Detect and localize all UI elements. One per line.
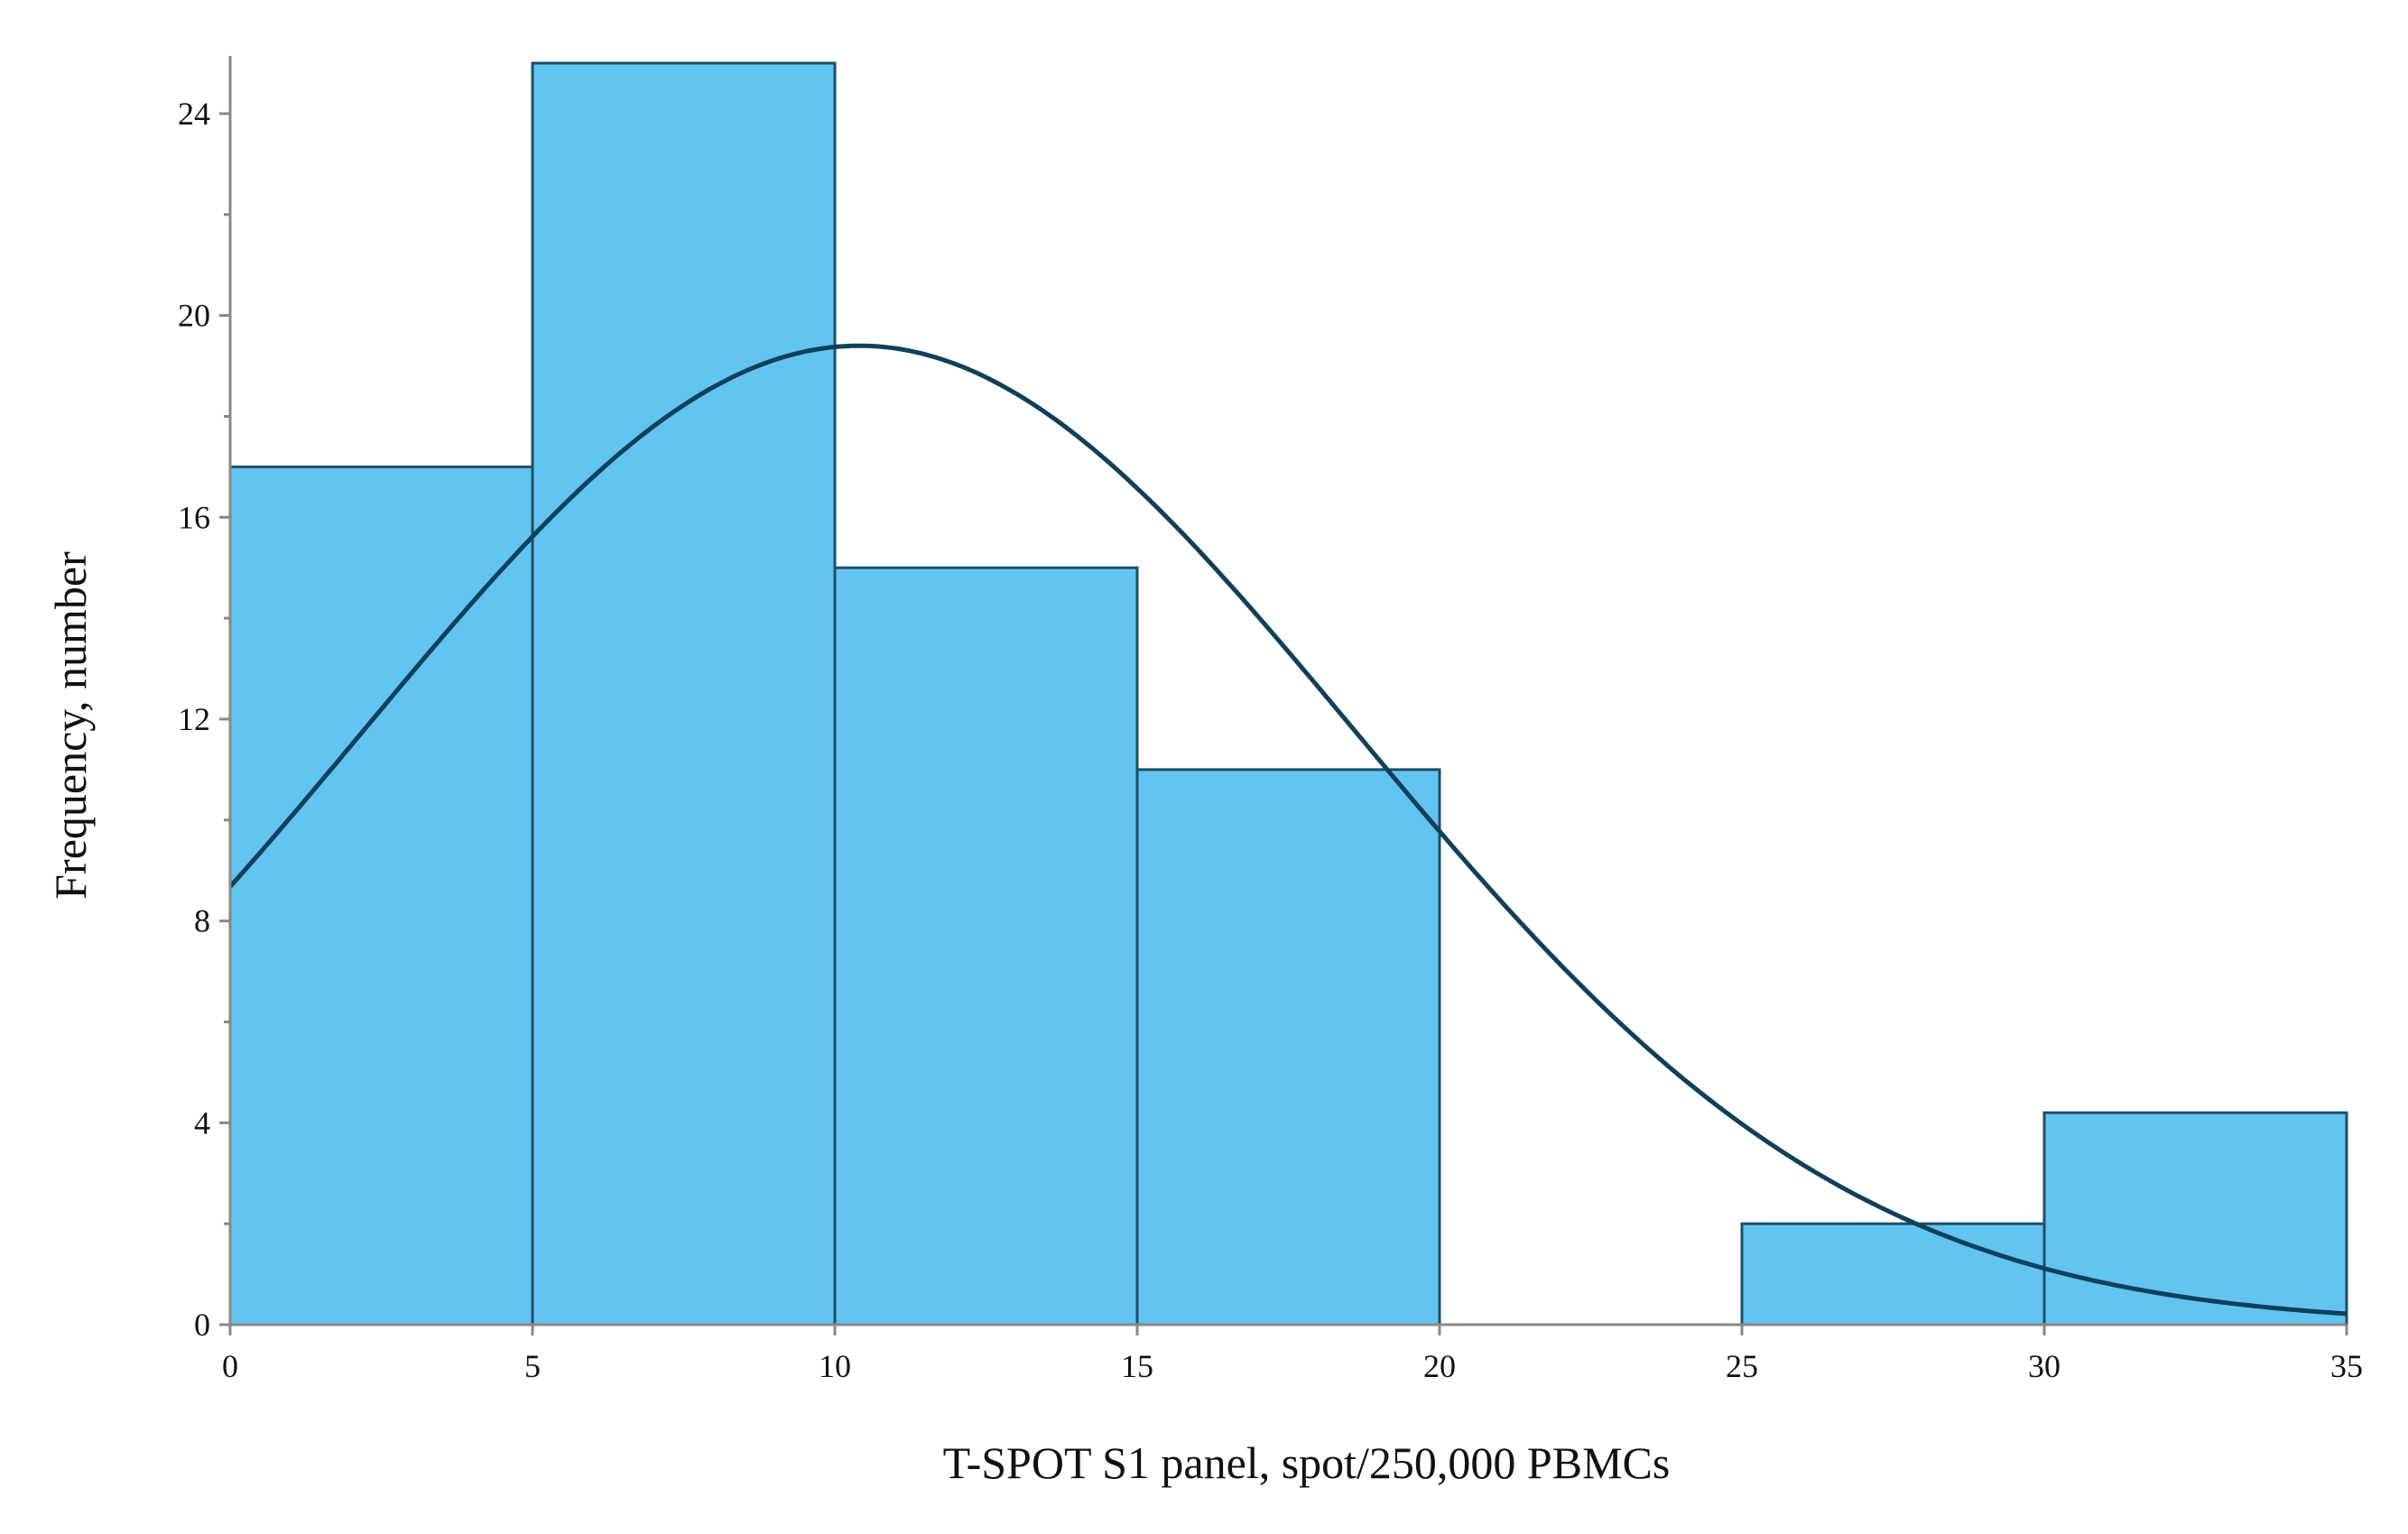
histogram-bar-15-20: [1135, 768, 1441, 1326]
x-tick-label: 30: [2028, 1348, 2061, 1384]
x-tick-label: 10: [819, 1348, 851, 1384]
x-axis-title: T-SPOT S1 panel, spot/250,000 PBMCs: [943, 1437, 1671, 1488]
y-axis-ticks: 0 4 8 12 16 20 24: [178, 96, 230, 1343]
x-tick-label: 35: [2330, 1348, 2363, 1384]
y-tick-label: 16: [178, 499, 210, 535]
x-tick-label: 5: [524, 1348, 541, 1384]
x-tick-label: 0: [222, 1348, 238, 1384]
histogram-bar-10-15: [833, 566, 1139, 1326]
y-axis-title: Frequency, number: [45, 551, 96, 900]
y-tick-label: 24: [178, 96, 210, 132]
y-tick-label: 20: [178, 298, 210, 334]
x-tick-label: 25: [1726, 1348, 1758, 1384]
y-tick-label: 0: [194, 1307, 210, 1343]
x-tick-label: 15: [1121, 1348, 1153, 1384]
y-tick-label: 8: [194, 903, 210, 939]
histogram-bar-30-35: [2042, 1111, 2348, 1326]
histogram-bars: [228, 61, 2348, 1326]
histogram-bar-25-30: [1740, 1222, 2046, 1326]
y-tick-label: 12: [178, 701, 210, 737]
x-tick-label: 20: [1423, 1348, 1456, 1384]
y-tick-label: 4: [194, 1104, 210, 1141]
histogram-bar-0-5: [228, 465, 534, 1326]
normal-distribution-curve: [228, 343, 2348, 1317]
x-axis-ticks: 0 5 10 15 20 25 30 35: [222, 1325, 2363, 1384]
histogram-bar-5-10: [531, 61, 837, 1326]
